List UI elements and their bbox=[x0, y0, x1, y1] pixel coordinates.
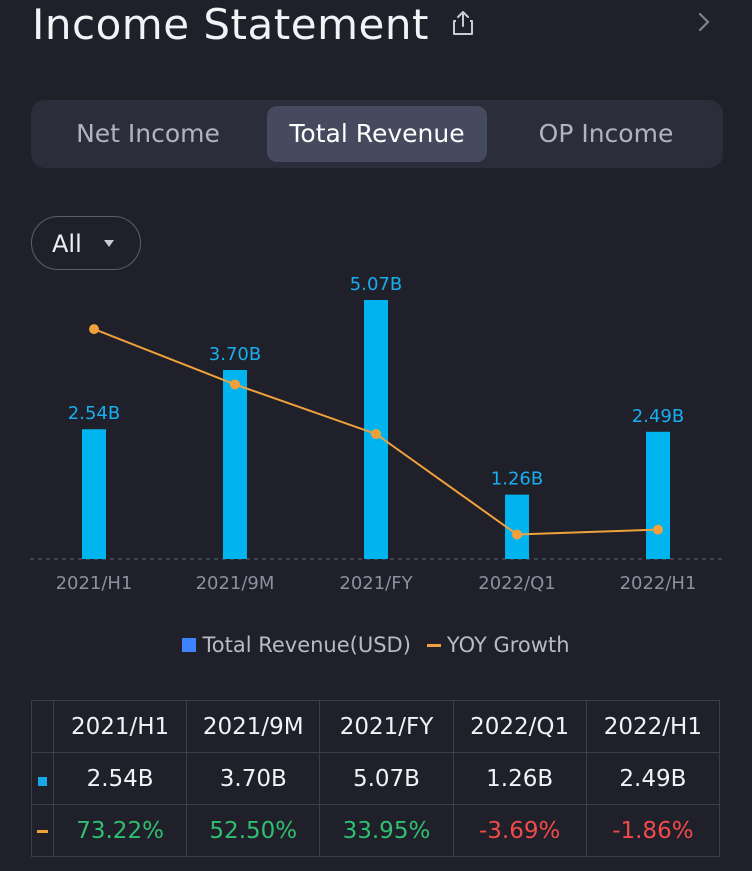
table-row-revenue: 2.54B 3.70B 5.07B 1.26B 2.49B bbox=[31, 752, 721, 805]
table-cell: -1.86% bbox=[585, 804, 721, 857]
data-table: 2021/H1 2021/9M 2021/FY 2022/Q1 2022/H1 … bbox=[31, 700, 721, 857]
tab-net-income[interactable]: Net Income bbox=[76, 119, 220, 148]
table-cell: 52.50% bbox=[186, 804, 321, 857]
x-tick-label: 2022/Q1 bbox=[478, 573, 556, 594]
legend-revenue-label: Total Revenue(USD) bbox=[202, 633, 411, 657]
bar-value-label: 5.07B bbox=[350, 274, 402, 295]
table-cell: 2.54B bbox=[52, 752, 188, 805]
bar-value-label: 1.26B bbox=[491, 469, 543, 490]
revenue-bar bbox=[646, 431, 670, 559]
table-cell: 3.70B bbox=[186, 752, 321, 805]
x-tick-label: 2021/FY bbox=[339, 573, 413, 594]
table-header-cell: 2021/9M bbox=[186, 700, 321, 753]
yoy-point bbox=[371, 428, 381, 439]
table-row-yoy: 73.22% 52.50% 33.95% -3.69% -1.86% bbox=[31, 804, 721, 857]
bar-value-label: 2.49B bbox=[632, 406, 684, 427]
table-cell: -3.69% bbox=[452, 804, 587, 857]
revenue-chart: 2.54B 3.70B 5.07B 1.26B 2.49B 2021/H1 2021/9M 2… bbox=[30, 274, 722, 594]
caret-down-icon bbox=[104, 240, 114, 247]
yoy-point bbox=[512, 529, 522, 540]
revenue-bar bbox=[82, 429, 106, 559]
yoy-series-marker bbox=[37, 829, 48, 833]
page-title: Income Statement bbox=[32, 0, 429, 49]
tab-op-income[interactable]: OP Income bbox=[538, 119, 674, 148]
header: Income Statement bbox=[32, 0, 732, 60]
bar-value-label: 2.54B bbox=[68, 403, 120, 424]
revenue-bar bbox=[505, 494, 529, 559]
legend-yoy-label: YOY Growth bbox=[446, 633, 570, 657]
table-header-cell: 2021/H1 bbox=[52, 700, 188, 753]
table-cell: 73.22% bbox=[52, 804, 188, 857]
yoy-point bbox=[653, 524, 663, 535]
yoy-point bbox=[230, 379, 240, 390]
period-filter-dropdown[interactable]: All bbox=[31, 216, 141, 270]
share-icon[interactable] bbox=[448, 8, 478, 38]
x-tick-label: 2022/H1 bbox=[620, 573, 697, 594]
yoy-point bbox=[89, 324, 99, 335]
revenue-series-marker bbox=[38, 776, 47, 786]
period-filter-label: All bbox=[52, 230, 82, 258]
table-header-row: 2021/H1 2021/9M 2021/FY 2022/Q1 2022/H1 bbox=[31, 700, 721, 753]
table-header-cell: 2021/FY bbox=[319, 700, 454, 753]
bar-value-label: 3.70B bbox=[209, 344, 261, 365]
x-tick-label: 2021/9M bbox=[196, 573, 275, 594]
table-cell: 5.07B bbox=[319, 752, 454, 805]
table-cell: 2.49B bbox=[585, 752, 721, 805]
metric-segmented-control: Net Income Total Revenue OP Income bbox=[31, 100, 723, 168]
table-cell: 33.95% bbox=[319, 804, 454, 857]
yoy-marker-cell bbox=[31, 804, 54, 857]
revenue-bar bbox=[223, 369, 247, 559]
table-corner-cell bbox=[31, 700, 54, 753]
legend-line-swatch bbox=[426, 643, 441, 647]
table-cell: 1.26B bbox=[452, 752, 587, 805]
chart-legend: Total Revenue(USD) YOY Growth bbox=[0, 632, 752, 660]
tab-total-revenue[interactable]: Total Revenue bbox=[267, 106, 487, 162]
legend-bar-swatch bbox=[182, 638, 197, 652]
table-header-cell: 2022/Q1 bbox=[452, 700, 587, 753]
x-tick-label: 2021/H1 bbox=[56, 573, 133, 594]
revenue-marker-cell bbox=[31, 752, 54, 805]
table-header-cell: 2022/H1 bbox=[585, 700, 721, 753]
chevron-right-icon[interactable] bbox=[694, 10, 714, 34]
